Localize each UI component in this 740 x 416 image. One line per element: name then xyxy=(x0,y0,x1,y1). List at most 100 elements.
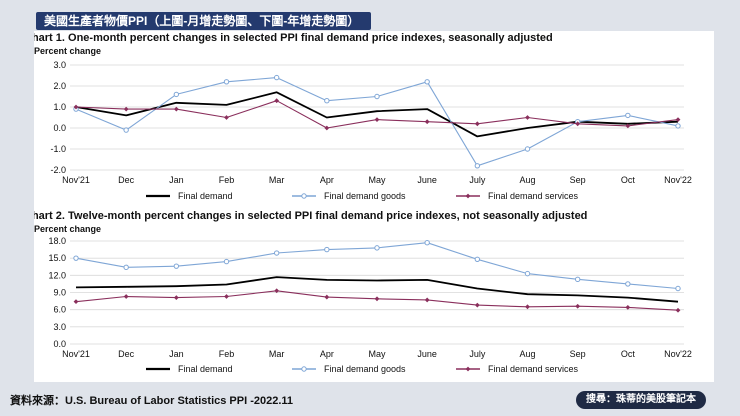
chart2-ytick-label: 18.0 xyxy=(48,236,66,246)
chart1-services-point xyxy=(123,106,129,112)
chart2-services-point xyxy=(474,302,480,308)
chart1-services-point xyxy=(575,121,581,127)
chart1-goods-point xyxy=(474,163,481,169)
chart2-xtick-label: Mar xyxy=(269,349,285,359)
chart2-legend-label-2: Final demand services xyxy=(488,364,579,374)
charts-svg: Chart 1. One-month percent changes in se… xyxy=(34,32,692,374)
chart1-services-point xyxy=(625,123,631,129)
chart2-services-point xyxy=(525,304,530,310)
chart2-services-point xyxy=(173,295,179,301)
chart2-goods-point xyxy=(73,255,79,261)
source-note: 資料來源：U.S. Bureau of Labor Statistics PPI… xyxy=(10,395,294,407)
chart1-ylabel: Percent change xyxy=(34,46,101,56)
chart1-goods-point xyxy=(173,91,180,98)
chart2-ytick-label: 9.0 xyxy=(53,288,66,298)
chart2-services-point xyxy=(224,294,229,299)
chart1-xtick-label: June xyxy=(417,175,437,185)
chart1-ytick-label: 1.0 xyxy=(53,102,66,112)
chart2-goods-point xyxy=(675,285,681,292)
chart2-goods-point xyxy=(324,246,330,253)
chart1-ytick-label: 3.0 xyxy=(53,60,66,70)
chart2-goods-point xyxy=(474,256,481,263)
chart1-xtick-label: Feb xyxy=(219,175,235,185)
chart1-services-point xyxy=(73,104,79,110)
chart2-services-point xyxy=(625,304,631,310)
chart2-goods-point xyxy=(625,281,631,287)
chart1-services-point xyxy=(173,106,179,112)
chart2-services-point xyxy=(374,296,380,302)
chart2-goods-point xyxy=(173,263,180,269)
chart2-ylabel: Percent change xyxy=(34,224,101,234)
chart2-services-point xyxy=(575,303,581,309)
chart1-goods-point xyxy=(223,79,230,85)
chart2-goods-point xyxy=(374,245,380,251)
chart1-xtick-label: Sep xyxy=(570,175,586,185)
chart2-ytick-label: 0.0 xyxy=(53,339,66,349)
chart1-title: Chart 1. One-month percent changes in se… xyxy=(34,32,553,44)
chart2-xtick-label: Nov'22 xyxy=(664,349,692,359)
chart2-xtick-label: Nov'21 xyxy=(62,349,90,359)
chart1-legend-marker-2 xyxy=(465,193,471,199)
chart1-services-point xyxy=(324,125,330,131)
chart1-goods-point xyxy=(324,98,330,104)
chart2-services-point xyxy=(123,294,129,299)
chart2-goods-point xyxy=(424,240,430,246)
chart1-xtick-label: May xyxy=(368,175,386,185)
charts-panel: Chart 1. One-month percent changes in se… xyxy=(34,31,714,382)
chart1-services-point xyxy=(224,115,229,120)
chart2-xtick-label: Dec xyxy=(118,349,135,359)
chart1-ytick-label: -2.0 xyxy=(50,165,66,175)
chart1-goods-point xyxy=(524,146,531,152)
chart2-series-line-0 xyxy=(75,276,679,303)
chart2-xtick-label: Jan xyxy=(169,349,184,359)
chart2-xtick-label: June xyxy=(417,349,437,359)
chart1-ytick-label: -1.0 xyxy=(50,144,66,154)
chart1-goods-point xyxy=(625,112,631,119)
chart1-xtick-label: Dec xyxy=(118,175,135,185)
chart1-services-point xyxy=(474,121,480,127)
chart1-legend-label-2: Final demand services xyxy=(488,191,579,201)
header-banner: 美國生產者物價PPI（上圖-月增走勢圖、下圖-年增走勢圖） xyxy=(36,12,372,30)
chart1-services-point xyxy=(424,119,430,125)
chart1-services-point xyxy=(525,115,530,120)
chart1-services-point xyxy=(374,117,380,122)
chart2-xtick-label: May xyxy=(368,349,386,359)
chart1-xtick-label: Nov'21 xyxy=(62,175,90,185)
chart2-xtick-label: Oct xyxy=(621,349,636,359)
chart1-xtick-label: Mar xyxy=(269,175,285,185)
chart1-goods-point xyxy=(675,123,681,129)
chart2-ytick-label: 6.0 xyxy=(53,305,66,315)
chart1-xtick-label: Jan xyxy=(169,175,184,185)
chart2-ytick-label: 15.0 xyxy=(48,253,66,263)
chart2-xtick-label: July xyxy=(469,349,486,359)
chart2-xtick-label: Sep xyxy=(570,349,586,359)
chart2-legend-label-1: Final demand goods xyxy=(324,364,406,374)
chart2-services-point xyxy=(424,297,430,303)
chart1-xtick-label: Apr xyxy=(320,175,334,185)
chart1-xtick-label: Oct xyxy=(621,175,636,185)
chart2-ytick-label: 12.0 xyxy=(48,270,66,280)
chart2-services-point xyxy=(675,307,681,313)
chart2-xtick-label: Feb xyxy=(219,349,235,359)
chart2-goods-point xyxy=(574,276,581,283)
chart2-ytick-label: 3.0 xyxy=(53,322,66,332)
chart2-goods-point xyxy=(273,250,280,256)
chart1-legend-marker-1 xyxy=(301,193,307,199)
search-badge[interactable]: 搜尋：珠蒂的美股筆記本 xyxy=(576,391,706,409)
chart1-services-point xyxy=(675,117,681,122)
chart1-legend-label-0: Final demand xyxy=(178,191,233,201)
chart2-services-point xyxy=(274,288,280,294)
chart1-goods-point xyxy=(123,127,129,133)
chart2-legend-label-0: Final demand xyxy=(178,364,233,374)
chart1-goods-point xyxy=(374,93,380,100)
chart1-ytick-label: 0.0 xyxy=(53,123,66,133)
chart2-xtick-label: Apr xyxy=(320,349,334,359)
chart1-services-point xyxy=(274,98,280,104)
chart2-legend-marker-1 xyxy=(301,366,307,372)
chart2-services-point xyxy=(73,299,79,305)
chart2-xtick-label: Aug xyxy=(519,349,535,359)
chart1-xtick-label: Aug xyxy=(519,175,535,185)
chart1-goods-point xyxy=(424,79,430,85)
